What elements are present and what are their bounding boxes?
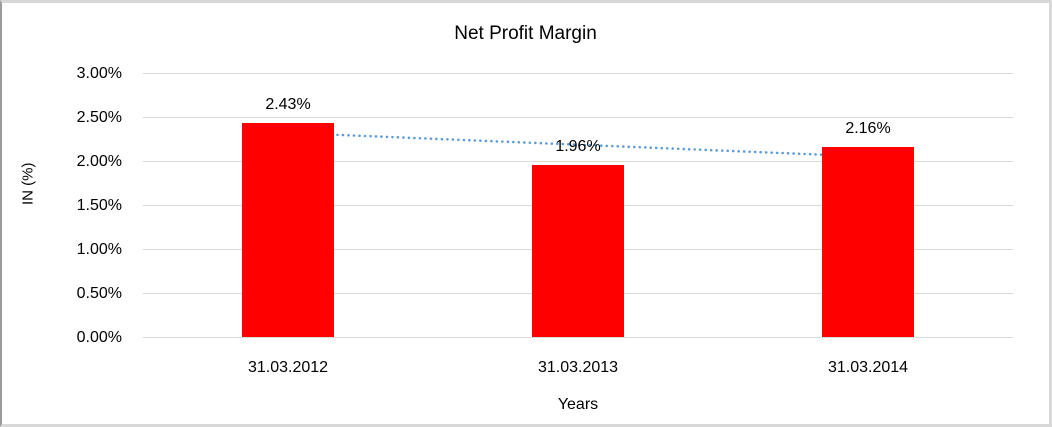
y-tick-label: 2.50% — [76, 109, 122, 126]
gridline-2.00% — [143, 160, 1013, 162]
y-tick-label: 3.00% — [76, 65, 122, 82]
gridline-3.00% — [143, 72, 1013, 74]
bar-value-label: 2.43% — [265, 96, 311, 114]
chart-title: Net Profit Margin — [454, 23, 597, 44]
gridline-0.00% — [143, 336, 1013, 338]
plot-area: 2.43% 1.96% 2.16% — [143, 72, 1013, 338]
y-tick-label: 1.50% — [76, 197, 122, 214]
bar-31.03.2014 — [822, 146, 914, 337]
x-tick-label: 31.03.2014 — [827, 359, 909, 376]
trendline-dotted-line — [286, 131, 870, 158]
y-axis-title-text: IN (%) — [19, 162, 37, 206]
gridline-2.50% — [143, 116, 1013, 118]
x-axis-title: Years — [557, 396, 599, 413]
x-tick-label: 31.03.2013 — [537, 359, 619, 376]
x-tick-label: 31.03.2012 — [247, 359, 329, 376]
y-tick-label: 1.00% — [76, 241, 122, 258]
bar-31.03.2013 — [532, 164, 624, 337]
bar-value-label: 2.16% — [845, 119, 891, 137]
y-tick-label: 0.00% — [76, 329, 122, 346]
bar-31.03.2012 — [242, 123, 334, 337]
trendline — [286, 131, 870, 158]
bar-value-label: 1.96% — [555, 137, 601, 155]
y-tick-label: 2.00% — [76, 153, 122, 170]
y-tick-label: 0.50% — [76, 285, 122, 302]
